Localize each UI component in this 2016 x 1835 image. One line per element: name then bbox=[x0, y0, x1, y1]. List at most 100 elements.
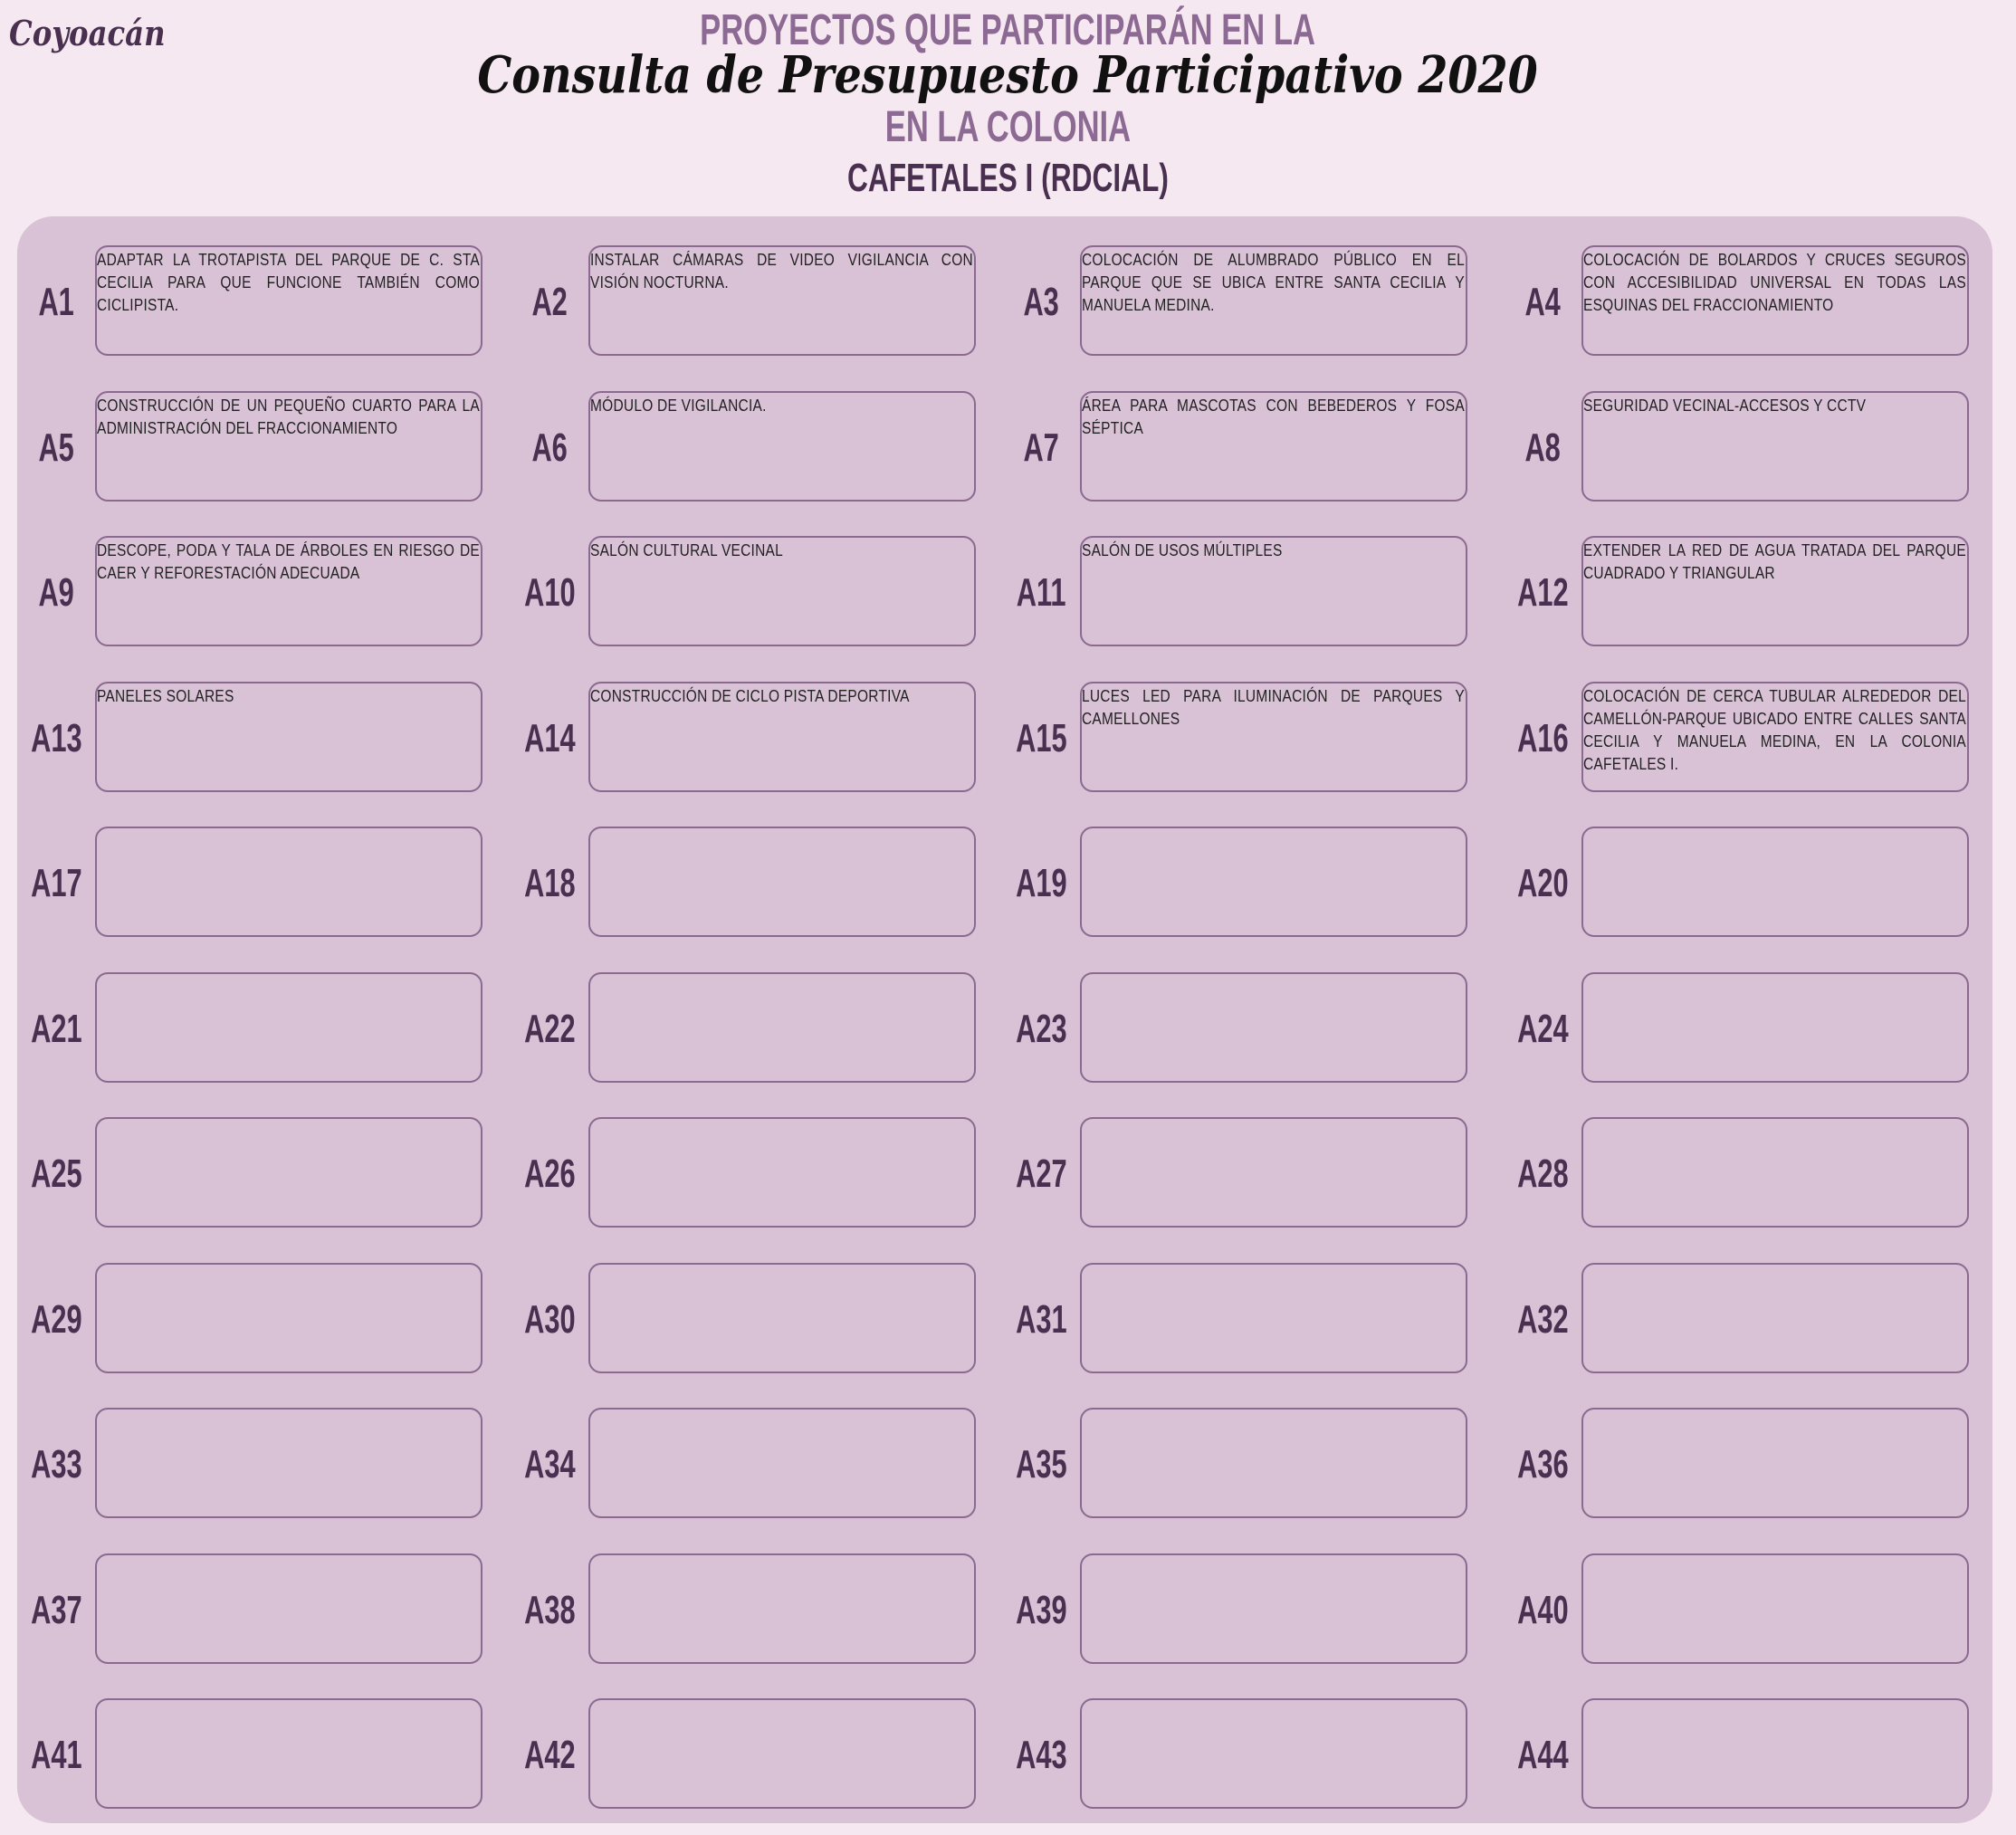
project-id-text: A22 bbox=[523, 1006, 576, 1051]
project-description: DESCOPE, PODA Y TALA DE ÁRBOLES EN RIESG… bbox=[97, 541, 480, 582]
project-id: A42 bbox=[511, 1698, 588, 1812]
project-box[interactable] bbox=[1080, 971, 1467, 1083]
project-box[interactable] bbox=[1080, 1408, 1467, 1518]
project-id: A10 bbox=[511, 536, 588, 650]
project-box[interactable] bbox=[588, 1262, 976, 1373]
project-box[interactable] bbox=[1080, 827, 1467, 937]
project-box[interactable] bbox=[1581, 827, 1969, 937]
project-id-text: A37 bbox=[30, 1587, 82, 1632]
project-box[interactable]: LUCES LED PARA ILUMINACIÓN DE PARQUES Y … bbox=[1080, 681, 1467, 792]
project-id-text: A32 bbox=[1516, 1296, 1569, 1342]
project-box[interactable] bbox=[1080, 1117, 1467, 1228]
project-id-text: A10 bbox=[523, 570, 576, 615]
project-id-text: A43 bbox=[1015, 1733, 1067, 1777]
project-id-text: A18 bbox=[523, 861, 576, 905]
project-box[interactable] bbox=[1581, 1698, 1969, 1809]
project-id-text: A1 bbox=[38, 280, 74, 324]
project-cell: A12 EXTENDER LA RED DE AGUA TRATADA DEL P… bbox=[1504, 536, 1992, 650]
project-id: A17 bbox=[17, 827, 95, 941]
project-box[interactable]: ADAPTAR LA TROTAPISTA DEL PARQUE DE C. S… bbox=[95, 245, 483, 356]
project-id-text: A29 bbox=[30, 1296, 82, 1342]
project-cell: A29 bbox=[17, 1262, 506, 1377]
project-cell: A21 bbox=[17, 971, 506, 1086]
project-box[interactable] bbox=[1581, 1553, 1969, 1664]
project-id-text: A3 bbox=[1023, 280, 1059, 324]
project-id: A27 bbox=[1002, 1117, 1080, 1231]
project-id-text: A14 bbox=[523, 715, 576, 760]
project-box[interactable]: SEGURIDAD VECINAL-ACCESOS Y CCTV bbox=[1581, 390, 1969, 502]
project-cell: A2 INSTALAR CÁMARAS DE VIDEO VIGILANCIA C… bbox=[511, 245, 999, 359]
project-box[interactable]: INSTALAR CÁMARAS DE VIDEO VIGILANCIA CON… bbox=[588, 245, 976, 356]
project-box[interactable] bbox=[1581, 1117, 1969, 1228]
project-id: A1 bbox=[17, 245, 95, 359]
project-id: A28 bbox=[1504, 1117, 1581, 1231]
project-id-text: A31 bbox=[1015, 1296, 1067, 1342]
project-id: A4 bbox=[1504, 245, 1581, 359]
project-box[interactable] bbox=[588, 1408, 976, 1518]
project-box[interactable] bbox=[95, 1698, 483, 1809]
project-box[interactable] bbox=[95, 1117, 483, 1228]
project-box[interactable] bbox=[95, 1408, 483, 1518]
project-id-text: A28 bbox=[1516, 1152, 1569, 1196]
project-description: PANELES SOLARES bbox=[97, 686, 234, 705]
project-box[interactable]: MÓDULO DE VIGILANCIA. bbox=[588, 390, 976, 502]
project-box[interactable]: ÁREA PARA MASCOTAS CON BEBEDEROS Y FOSA … bbox=[1080, 390, 1467, 502]
project-id-text: A39 bbox=[1015, 1587, 1067, 1632]
project-box[interactable]: COLOCACIÓN DE ALUMBRADO PÚBLICO EN EL PA… bbox=[1080, 245, 1467, 356]
project-box[interactable]: PANELES SOLARES bbox=[95, 681, 483, 792]
project-description: LUCES LED PARA ILUMINACIÓN DE PARQUES Y … bbox=[1082, 686, 1465, 728]
project-box[interactable]: COLOCACIÓN DE CERCA TUBULAR ALREDEDOR DE… bbox=[1581, 681, 1969, 792]
project-box[interactable]: COLOCACIÓN DE BOLARDOS Y CRUCES SEGUROS … bbox=[1581, 245, 1969, 356]
project-box[interactable] bbox=[95, 1553, 483, 1664]
title-line-1: PROYECTOS QUE PARTICIPARÁN EN LA bbox=[0, 5, 2016, 55]
project-description: SALÓN DE USOS MÚLTIPLES bbox=[1082, 541, 1283, 559]
project-cell: A18 bbox=[511, 827, 999, 941]
project-box[interactable]: DESCOPE, PODA Y TALA DE ÁRBOLES EN RIESG… bbox=[95, 536, 483, 646]
project-box[interactable] bbox=[588, 1117, 976, 1228]
project-cell: A22 bbox=[511, 971, 999, 1086]
project-id-text: A42 bbox=[523, 1733, 576, 1777]
project-id-text: A4 bbox=[1524, 280, 1561, 324]
project-box[interactable]: SALÓN CULTURAL VECINAL bbox=[588, 536, 976, 646]
project-cell: A33 bbox=[17, 1408, 506, 1522]
project-id-text: A19 bbox=[1015, 861, 1067, 905]
project-box[interactable]: CONSTRUCCIÓN DE UN PEQUEÑO CUARTO PARA L… bbox=[95, 390, 483, 502]
project-box[interactable]: EXTENDER LA RED DE AGUA TRATADA DEL PARQ… bbox=[1581, 536, 1969, 646]
project-description: COLOCACIÓN DE ALUMBRADO PÚBLICO EN EL PA… bbox=[1082, 251, 1465, 314]
project-id: A6 bbox=[511, 391, 588, 505]
project-id-text: A21 bbox=[30, 1006, 82, 1051]
project-id: A14 bbox=[511, 682, 588, 796]
project-box[interactable] bbox=[1581, 1408, 1969, 1518]
project-box[interactable] bbox=[95, 971, 483, 1083]
project-id: A12 bbox=[1504, 536, 1581, 650]
project-cell: A9 DESCOPE, PODA Y TALA DE ÁRBOLES EN RIE… bbox=[17, 536, 506, 650]
project-id-text: A30 bbox=[523, 1296, 576, 1342]
project-id-text: A13 bbox=[30, 715, 82, 760]
project-box[interactable] bbox=[95, 1262, 483, 1373]
project-description: COLOCACIÓN DE CERCA TUBULAR ALREDEDOR DE… bbox=[1583, 686, 1966, 773]
project-box[interactable] bbox=[1581, 971, 1969, 1083]
project-box[interactable] bbox=[1581, 1262, 1969, 1373]
project-box[interactable]: CONSTRUCCIÓN DE CICLO PISTA DEPORTIVA bbox=[588, 681, 976, 792]
project-cell: A40 bbox=[1504, 1553, 1992, 1668]
project-box[interactable] bbox=[588, 971, 976, 1083]
title-line-2-text: Consulta de Presupuesto Participativo 20… bbox=[477, 45, 1539, 105]
project-cell: A3 COLOCACIÓN DE ALUMBRADO PÚBLICO EN EL … bbox=[1002, 245, 1491, 359]
project-box[interactable] bbox=[1080, 1262, 1467, 1373]
project-cell: A16 COLOCACIÓN DE CERCA TUBULAR ALREDEDOR… bbox=[1504, 681, 1992, 796]
project-id: A20 bbox=[1504, 827, 1581, 941]
project-cell: A26 bbox=[511, 1117, 999, 1231]
project-box[interactable] bbox=[1080, 1698, 1467, 1809]
project-box[interactable] bbox=[1080, 1553, 1467, 1664]
project-cell: A31 bbox=[1002, 1262, 1491, 1377]
project-id-text: A40 bbox=[1516, 1587, 1569, 1632]
project-id: A11 bbox=[1002, 536, 1080, 650]
project-box[interactable] bbox=[95, 827, 483, 937]
title-line-3-text: EN LA COLONIA bbox=[884, 103, 1132, 151]
project-box[interactable]: SALÓN DE USOS MÚLTIPLES bbox=[1080, 536, 1467, 646]
project-id-text: A41 bbox=[30, 1733, 82, 1777]
project-box[interactable] bbox=[588, 827, 976, 937]
project-cell: A1 ADAPTAR LA TROTAPISTA DEL PARQUE DE C.… bbox=[17, 245, 506, 359]
project-box[interactable] bbox=[588, 1553, 976, 1664]
project-box[interactable] bbox=[588, 1698, 976, 1809]
